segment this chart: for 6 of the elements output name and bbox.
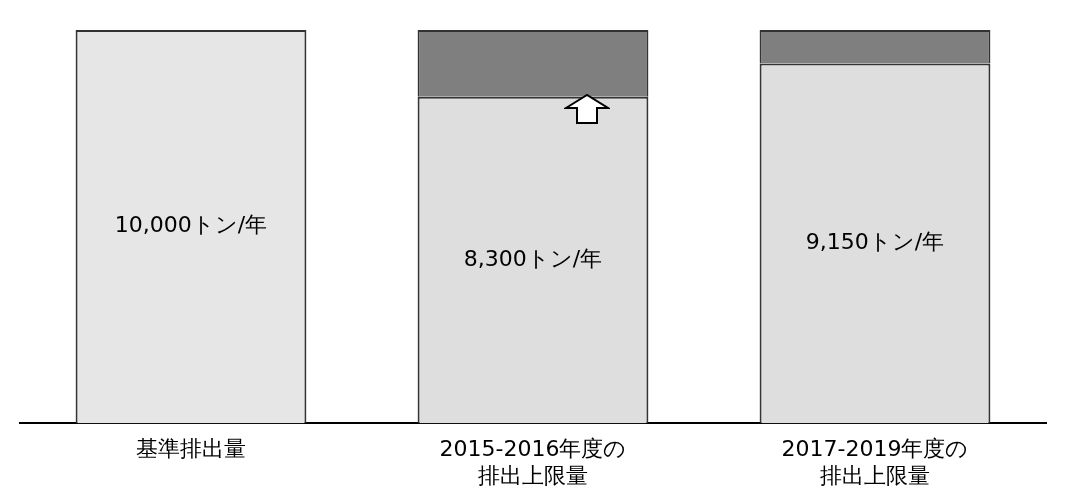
data-label: 8,300トン/年 [463, 245, 603, 271]
x-tick-label: 2015-2016年度の排出上限量 [439, 436, 627, 488]
data-label: 9,150トン/年 [805, 229, 945, 255]
x-tick-label: 2017-2019年度の排出上限量 [781, 436, 969, 488]
x-tick-label: 基準排出量 [136, 436, 246, 462]
data-label: 10,000トン/年 [114, 212, 268, 238]
